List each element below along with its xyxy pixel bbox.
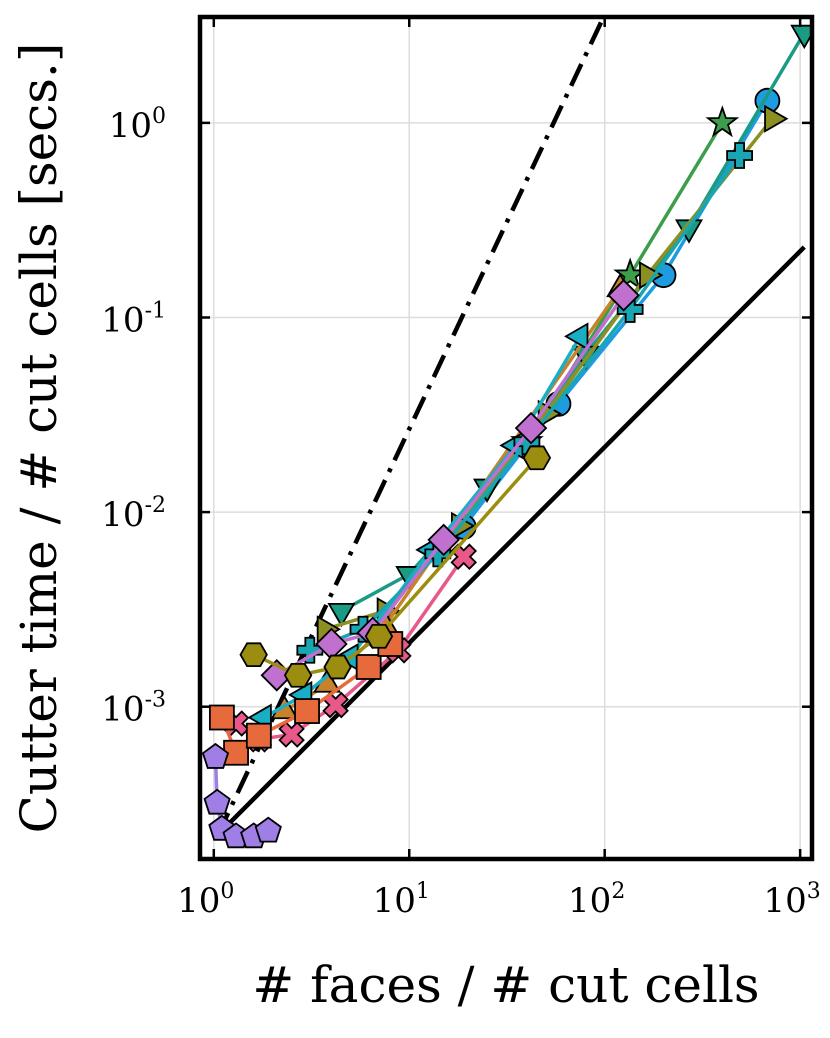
tri-right-series-line	[324, 117, 774, 631]
x-tick-label: 100	[177, 879, 234, 921]
square-series-point	[245, 722, 272, 749]
y-tick-label: 100	[109, 104, 166, 146]
diamond-series-point	[315, 627, 348, 661]
hexagon-series-point	[283, 662, 313, 688]
x-tick-label: 102	[568, 879, 625, 921]
x-tick-label: 103	[764, 879, 821, 921]
diamond-series-point	[427, 523, 460, 557]
plus-series-line	[309, 154, 742, 652]
diamond-series-point	[607, 279, 640, 312]
square-series-point	[355, 654, 382, 680]
y-axis-title: Cutter time / # cut cells [secs.]	[10, 43, 68, 834]
tri-right-series-point	[764, 104, 789, 133]
linear-reference	[216, 245, 806, 837]
pentagon-series-point	[254, 816, 282, 843]
hexagon-series-point	[323, 654, 352, 680]
square-series-point	[294, 698, 320, 724]
hexagon-series	[239, 445, 552, 688]
y-tick-label: 10-1	[101, 298, 166, 340]
tick-layer: 100 101 102 103 10-3 10-2 10-1 100	[101, 17, 821, 921]
star-series-point	[705, 105, 740, 138]
x-tick-label: 101	[373, 879, 430, 921]
square-series-point	[208, 704, 235, 731]
tri-down-series	[327, 24, 812, 628]
plot-frame	[197, 14, 815, 862]
y-tick-label: 10-2	[101, 493, 166, 535]
diamond-series-point	[514, 411, 548, 445]
hexagon-series-point	[364, 623, 394, 649]
series-layer	[201, 24, 812, 849]
plus-series-point	[726, 142, 753, 169]
y-tick-label: 10-3	[101, 688, 166, 730]
plus-series-point	[296, 636, 324, 664]
quadratic-reference	[215, 17, 607, 836]
pentagon-series-point	[203, 788, 231, 815]
pentagon-series-point	[201, 742, 230, 769]
tri-down-series-point	[327, 602, 356, 628]
reference-lines	[215, 17, 806, 837]
tri-left-series-point	[564, 322, 589, 351]
hexagon-series-point	[522, 445, 552, 471]
x-axis-title: # faces / # cut cells	[252, 956, 759, 1014]
pentagon-series	[201, 742, 282, 849]
hexagon-series-point	[239, 642, 268, 668]
